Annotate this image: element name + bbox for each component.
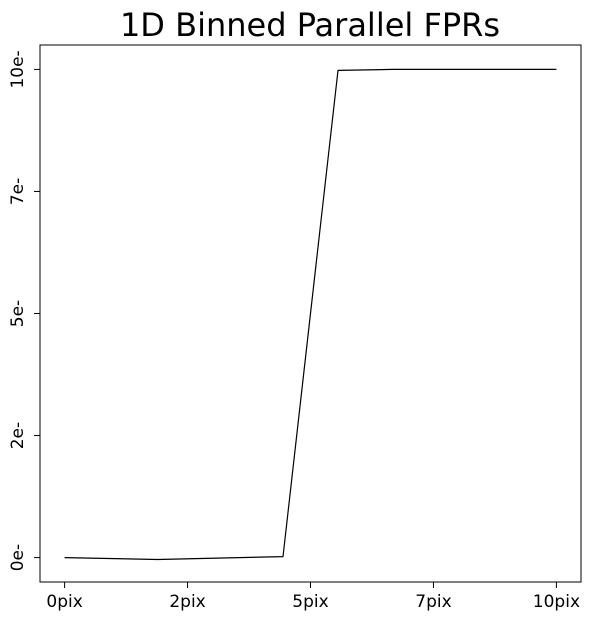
- x-axis: 0pix 2pix 5pix 7pix 10pix: [46, 582, 580, 612]
- y-tick-label: 10e-: [8, 50, 28, 88]
- y-tick-label: 5e-: [8, 300, 28, 327]
- series-line: [64, 68, 557, 561]
- chart-title: 1D Binned Parallel FPRs: [120, 6, 500, 44]
- x-tick-label: 10pix: [533, 592, 580, 612]
- y-tick-label: 2e-: [8, 422, 28, 449]
- x-tick-label: 7pix: [415, 592, 451, 612]
- series-layer: [64, 68, 557, 561]
- y-axis: 0e- 2e- 5e- 7e- 10e-: [8, 50, 40, 571]
- y-tick-label: 7e-: [8, 178, 28, 205]
- x-tick-label: 0pix: [46, 592, 82, 612]
- y-tick-label: 0e-: [8, 544, 28, 571]
- x-tick-label: 2pix: [169, 592, 205, 612]
- x-tick-label: 5pix: [292, 592, 328, 612]
